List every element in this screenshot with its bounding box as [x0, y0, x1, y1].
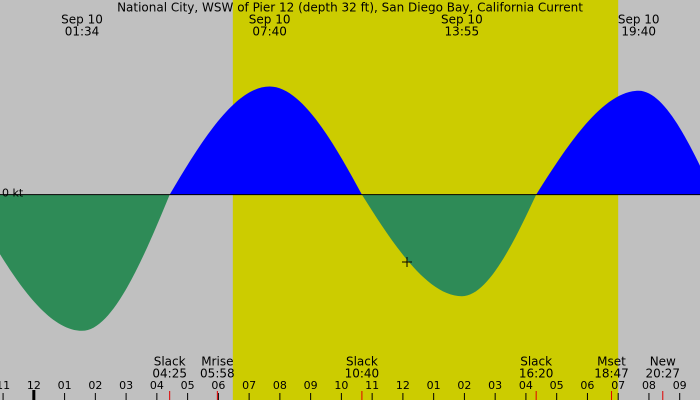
x-tick-label: 11 [0, 379, 10, 392]
event-label: New [650, 355, 676, 369]
event-label: Slack [520, 355, 552, 369]
extreme-time: 13:55 [445, 25, 480, 39]
x-tick-label: 02 [88, 379, 102, 392]
x-tick-label: 03 [119, 379, 133, 392]
x-tick-label: 02 [457, 379, 471, 392]
current-area [169, 86, 362, 195]
x-tick-label: 11 [365, 379, 379, 392]
extreme-date: Sep 10 [249, 13, 291, 27]
x-tick-label: 01 [427, 379, 441, 392]
event-time: 10:40 [345, 367, 380, 381]
extreme-time: 01:34 [65, 25, 100, 39]
x-tick-label: 04 [150, 379, 164, 392]
x-tick-label: 05 [181, 379, 195, 392]
x-tick-label: 05 [550, 379, 564, 392]
x-tick-label: 12 [27, 379, 41, 392]
x-tick-label: 03 [488, 379, 502, 392]
current-area [361, 194, 537, 297]
x-tick-label: 12 [396, 379, 410, 392]
extreme-date: Sep 10 [618, 13, 660, 27]
x-tick-label: 08 [273, 379, 287, 392]
x-tick-label: 08 [642, 379, 656, 392]
event-label: Slack [346, 355, 378, 369]
x-tick-label: 01 [58, 379, 72, 392]
x-tick-label: 07 [242, 379, 256, 392]
event-time: 05:58 [200, 367, 235, 381]
x-tick-label: 06 [580, 379, 594, 392]
extreme-time: 19:40 [621, 25, 656, 39]
extreme-time: 07:40 [252, 25, 287, 39]
extreme-date: Sep 10 [61, 13, 103, 27]
x-tick-label: 09 [673, 379, 687, 392]
x-tick-label: 10 [334, 379, 348, 392]
current-area [536, 90, 700, 195]
event-time: 20:27 [645, 367, 680, 381]
event-time: 16:20 [519, 367, 554, 381]
event-label: Slack [154, 355, 186, 369]
x-tick-label: 06 [211, 379, 225, 392]
event-time: 18:47 [594, 367, 629, 381]
x-tick-label: 07 [611, 379, 625, 392]
event-label: Mrise [201, 355, 233, 369]
extreme-date: Sep 10 [441, 13, 483, 27]
cursor [402, 257, 412, 267]
event-time: 04:25 [152, 367, 187, 381]
x-tick-label: 04 [519, 379, 533, 392]
x-tick-label: 09 [304, 379, 318, 392]
event-label: Mset [597, 355, 626, 369]
chart-title: National City, WSW of Pier 12 (depth 32 … [117, 1, 583, 15]
current-area [0, 194, 170, 331]
y-tick-label: 0 kt [2, 187, 24, 200]
